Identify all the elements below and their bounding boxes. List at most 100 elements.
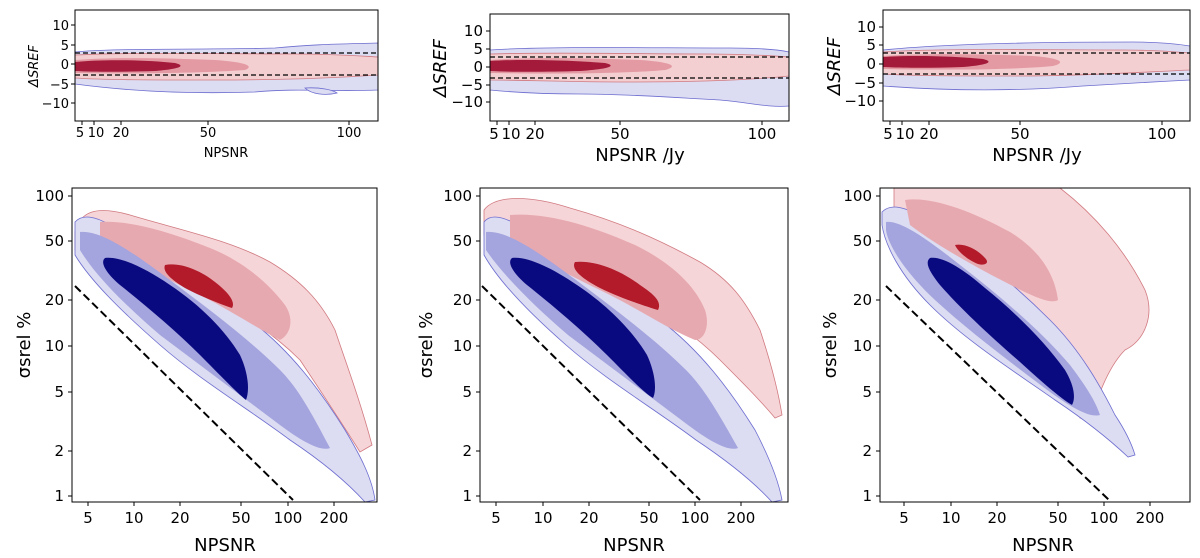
x-tick-label: 10 xyxy=(533,509,552,527)
y-axis: 100 50 20 10 5 2 1 xyxy=(35,187,72,505)
x-tick-label: 100 xyxy=(274,509,303,527)
y-tick-label: 0 xyxy=(473,58,483,76)
y-axis: 10 5 0 −5 −10 xyxy=(42,19,75,112)
x-tick-label: 50 xyxy=(610,125,629,143)
blue-core-contour xyxy=(927,257,1074,405)
y-axis-label: σsrel % xyxy=(14,312,35,379)
x-axis: 5 10 20 50 100 200 xyxy=(83,502,348,527)
y-tick-label: 10 xyxy=(45,337,64,355)
x-tick-label: 100 xyxy=(748,125,777,143)
panel-top-left: 10 5 0 −5 −10 5 10 20 50 100 NPSNR ΔSREF xyxy=(27,9,379,161)
y-tick-label: 2 xyxy=(862,442,872,460)
y-tick-label: 20 xyxy=(853,291,872,309)
x-tick-label: 100 xyxy=(681,509,710,527)
y-tick-label: −10 xyxy=(451,93,483,111)
x-tick-label: 5 xyxy=(83,509,93,527)
y-tick-label: 20 xyxy=(45,291,64,309)
x-tick-label: 200 xyxy=(320,509,349,527)
x-tick-label: 200 xyxy=(1136,509,1165,527)
x-tick-label: 50 xyxy=(639,509,658,527)
reference-line xyxy=(481,285,701,501)
y-tick-label: 0 xyxy=(61,58,69,73)
x-tick-label: 50 xyxy=(200,126,217,141)
plot-frame xyxy=(879,187,1191,503)
y-tick-label: −10 xyxy=(42,97,69,112)
y-tick-label: −5 xyxy=(50,78,69,93)
red-core-contour xyxy=(164,264,234,308)
y-tick-label: −5 xyxy=(461,76,483,94)
x-axis-label: NPSNR xyxy=(603,535,665,556)
y-tick-label: 50 xyxy=(45,232,64,250)
red-core-contour xyxy=(75,60,181,72)
x-tick-label: 20 xyxy=(579,509,598,527)
y-axis-label: ΔSREF xyxy=(27,45,42,88)
x-tick-label: 100 xyxy=(337,126,362,141)
x-tick-label: 20 xyxy=(987,509,1006,527)
plot-frame xyxy=(479,187,789,503)
y-tick-label: 0 xyxy=(866,55,876,73)
contours-top-right xyxy=(882,41,1191,91)
y-tick-label: 50 xyxy=(853,232,872,250)
contours-top-left xyxy=(74,42,379,95)
panel-bottom-middle: 100 50 20 10 5 2 1 5 10 20 50 100 200 NP… xyxy=(416,187,789,556)
y-tick-label: 5 xyxy=(862,383,872,401)
y-tick-label: 1 xyxy=(862,487,872,505)
x-tick-label: 20 xyxy=(170,509,189,527)
y-tick-label: 10 xyxy=(464,22,483,40)
plot-frame xyxy=(74,9,379,122)
y-axis: 100 50 20 10 5 2 1 xyxy=(443,187,480,505)
y-tick-label: 2 xyxy=(54,442,64,460)
x-axis: 5 10 20 50 100 xyxy=(489,121,776,143)
x-tick-label: 50 xyxy=(1048,509,1067,527)
y-tick-label: 50 xyxy=(453,232,472,250)
x-axis-label: NPSNR xyxy=(204,146,249,161)
x-tick-label: 50 xyxy=(1010,125,1029,143)
x-tick-label: 10 xyxy=(941,509,960,527)
y-axis-label: σsrel % xyxy=(820,312,841,379)
panel-top-middle: 10 5 0 −5 −10 5 10 20 50 100 NPSNR /Jy Δ… xyxy=(430,13,790,166)
y-axis: 10 5 0 −5 −10 xyxy=(844,18,883,110)
x-tick-label: 5 xyxy=(883,125,893,143)
y-tick-label: 10 xyxy=(52,19,69,34)
reference-line xyxy=(74,285,294,501)
y-tick-label: 10 xyxy=(853,337,872,355)
contours-top-middle xyxy=(489,47,790,107)
y-tick-label: 5 xyxy=(462,383,472,401)
red-core-contour xyxy=(955,244,988,265)
x-axis: 5 10 20 50 100 xyxy=(76,121,362,141)
y-tick-label: 10 xyxy=(857,18,876,36)
x-axis: 5 10 20 50 100 200 xyxy=(491,502,755,527)
x-axis-label: NPSNR xyxy=(194,535,256,556)
y-tick-label: 20 xyxy=(453,291,472,309)
y-tick-label: 1 xyxy=(54,487,64,505)
x-tick-label: 10 xyxy=(895,125,914,143)
y-tick-label: 2 xyxy=(462,442,472,460)
y-tick-label: −10 xyxy=(844,92,876,110)
x-tick-label: 100 xyxy=(1148,125,1177,143)
contours-bottom-right xyxy=(881,188,1150,458)
x-tick-label: 10 xyxy=(124,509,143,527)
contours-bottom-middle xyxy=(483,198,783,502)
y-tick-label: −5 xyxy=(854,74,876,92)
panel-top-right: 10 5 0 −5 −10 5 10 20 50 100 NPSNR /Jy Δ… xyxy=(824,9,1191,166)
x-tick-label: 20 xyxy=(113,126,130,141)
x-tick-label: 20 xyxy=(525,125,544,143)
x-axis: 5 10 20 50 100 200 xyxy=(899,502,1164,527)
x-axis: 5 10 20 50 100 xyxy=(883,121,1176,143)
reference-line xyxy=(885,285,1110,501)
y-axis-label: ΔSREF xyxy=(430,38,451,99)
y-axis-label: σsrel % xyxy=(416,312,437,379)
y-tick-label: 5 xyxy=(866,36,876,54)
red-core-contour xyxy=(883,55,989,68)
y-tick-label: 5 xyxy=(473,40,483,58)
contours-bottom-left xyxy=(74,210,376,502)
plot-frame xyxy=(71,187,378,503)
x-tick-label: 5 xyxy=(76,126,84,141)
y-tick-label: 5 xyxy=(54,383,64,401)
x-tick-label: 5 xyxy=(899,509,909,527)
y-tick-label: 100 xyxy=(443,187,472,205)
x-tick-label: 10 xyxy=(501,125,520,143)
x-axis-label: NPSNR xyxy=(1012,535,1074,556)
x-axis-label: NPSNR /Jy xyxy=(992,145,1082,166)
